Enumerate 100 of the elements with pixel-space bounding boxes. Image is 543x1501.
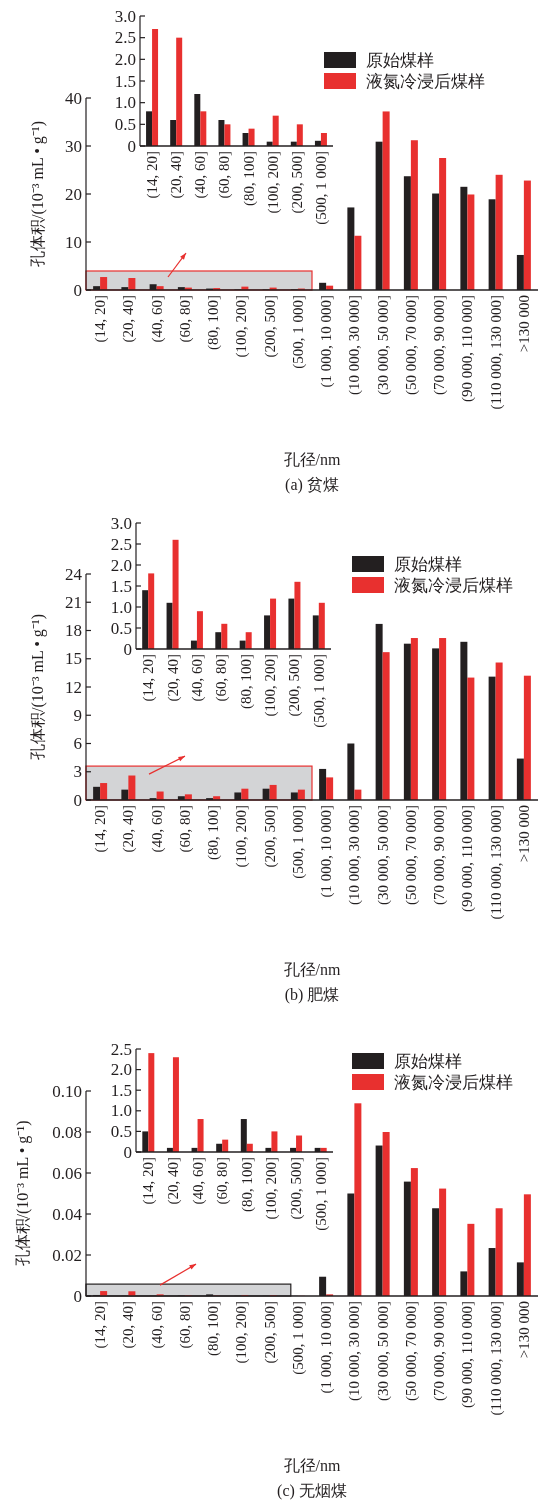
y-tick-label: 18 [65,621,82,640]
x-tick-label: (110 000, 130 000] [487,295,505,410]
y-tick-label: 9 [73,705,82,725]
x-tick-label: (30 000, 50 000] [374,1301,392,1401]
x-tick-label: (40, 60] [192,151,210,199]
x-tick-label: (10 000, 30 000] [346,295,364,395]
y-tick-label: 24 [65,564,83,584]
x-tick-label: (60, 80] [176,805,194,853]
y-tick-label: 2.0 [114,49,136,69]
x-tick-label: (100, 200] [233,805,251,868]
x-tick-label: (20, 40] [168,151,186,199]
x-tick-label: (40, 60] [189,1157,207,1205]
x-tick-label: (60, 80] [214,1157,232,1205]
x-tick-label: (80, 100] [240,151,258,206]
x-tick-label: (60, 80] [176,295,194,343]
x-tick-label: (20, 40] [120,1301,138,1349]
x-tick-label: (14, 20] [92,805,110,853]
y-tick-label: 3.0 [110,513,132,533]
y-tick-label: 0.10 [52,1081,82,1101]
y-axis-title: 孔体积/(10⁻³ mL • g⁻¹) [28,121,47,267]
y-tick-label: 20 [65,184,82,204]
x-tick-label: >130 000 [515,805,532,863]
legend-label: 原始煤样 [366,50,434,70]
y-tick-label: 0 [123,1142,132,1162]
x-axis-title: 孔径/nm [283,960,341,978]
x-tick-label: (110 000, 130 000] [487,1301,505,1416]
y-tick-label: 0 [73,280,82,300]
x-tick-label: (500, 1 000] [312,151,330,225]
y-tick-label: 1.5 [110,1080,132,1100]
x-tick-label: (80, 100] [205,295,223,350]
x-tick-label: (40, 60] [188,654,206,702]
legend-label: 液氮冷浸后煤样 [394,575,513,595]
x-tick-label: (100, 200] [264,151,282,214]
x-tick-label: (80, 100] [237,654,255,709]
y-tick-label: 21 [65,592,82,612]
y-axis-title: 孔体积/(10⁻³ mL • g⁻¹) [28,614,47,760]
x-tick-label: (20, 40] [120,805,138,853]
x-tick-label: (10 000, 30 000] [346,805,364,905]
x-tick-label: (200, 500] [286,654,304,717]
x-tick-label: (14, 20] [144,151,162,199]
x-tick-label: (100, 200] [233,295,251,358]
x-tick-label: (200, 500] [261,805,279,868]
y-tick-label: 1.0 [110,597,132,617]
legend-label: 原始煤样 [394,1051,462,1071]
y-tick-label: 1.0 [110,1101,132,1121]
x-tick-label: (80, 100] [238,1157,256,1212]
y-tick-label: 40 [65,88,82,108]
x-tick-label: (100, 200] [263,1157,281,1220]
y-tick-label: 0.5 [114,114,136,134]
x-tick-label: (50 000, 70 000] [402,295,420,395]
x-tick-label: (70 000, 90 000] [431,805,449,905]
text: (b) 肥煤 [284,985,340,1004]
y-tick-label: 1.0 [114,93,136,113]
y-tick-label: 10 [65,232,82,252]
legend-label: 液氮冷浸后煤样 [394,1072,513,1092]
y-tick-label: 2.5 [114,28,136,48]
x-axis-title: 孔径/nm [283,1456,341,1474]
y-tick-label: 6 [73,734,82,753]
y-tick-label: 0 [73,790,82,810]
y-tick-label: 0.04 [52,1204,83,1224]
x-tick-label: (200, 500] [261,1301,279,1364]
x-tick-label: (500, 1 000] [310,654,328,728]
x-tick-label: (50 000, 70 000] [402,1301,420,1401]
x-tick-label: (20, 40] [164,1157,182,1205]
x-tick-label: (80, 100] [205,1301,223,1356]
x-tick-label: (500, 1 000] [289,295,307,369]
x-tick-label: (14, 20] [140,654,158,702]
x-tick-label: (40, 60] [148,805,166,853]
y-tick-label: 2.0 [110,555,132,575]
x-tick-label: (110 000, 130 000] [487,805,505,920]
y-tick-label: 0 [123,639,132,659]
x-tick-label: (10 000, 30 000] [346,1301,364,1401]
y-tick-label: 30 [65,136,82,156]
x-tick-label: (70 000, 90 000] [431,1301,449,1401]
x-axis-title: 孔径/nm [283,450,341,468]
y-tick-label: 1.5 [114,71,136,91]
x-tick-label: (60, 80] [176,1301,194,1349]
x-tick-label: (500, 1 000] [289,1301,307,1375]
x-tick-label: (60, 80] [213,654,231,702]
x-tick-label: (80, 100] [205,805,223,860]
x-tick-label: (100, 200] [262,654,280,717]
x-tick-label: >130 000 [515,1301,532,1359]
x-tick-label: (60, 80] [216,151,234,199]
x-tick-label: (20, 40] [164,654,182,702]
y-tick-label: 0.5 [110,618,132,638]
y-tick-label: 0.06 [52,1163,82,1183]
y-tick-label: 15 [65,649,82,669]
y-tick-label: 2.5 [110,534,132,554]
y-tick-label: 3.0 [114,6,136,26]
x-tick-label: (500, 1 000] [289,805,307,879]
x-tick-label: (50 000, 70 000] [402,805,420,905]
x-tick-label: (14, 20] [92,1301,110,1349]
y-tick-label: 0 [73,1286,82,1306]
y-tick-label: 1.5 [110,576,132,596]
x-tick-label: (90 000, 110 000] [459,1301,477,1408]
x-tick-label: (14, 20] [140,1157,158,1205]
text: (c) 无烟煤 [277,1481,347,1500]
x-tick-label: (1 000, 10 000] [318,805,336,898]
y-tick-label: 3 [73,762,82,782]
legend-label: 液氮冷浸后煤样 [366,71,485,91]
